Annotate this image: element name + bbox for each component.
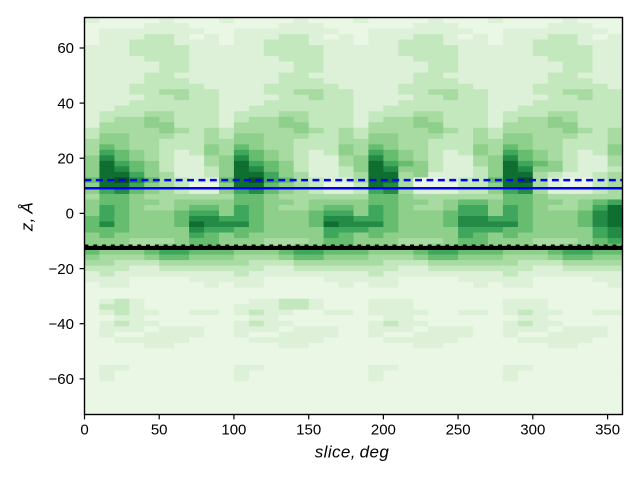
svg-text:−20: −20 <box>49 261 74 278</box>
svg-text:slice, deg: slice, deg <box>315 443 390 462</box>
svg-text:250: 250 <box>446 421 471 438</box>
svg-text:150: 150 <box>296 421 321 438</box>
svg-text:−40: −40 <box>49 316 74 333</box>
svg-text:350: 350 <box>595 421 620 438</box>
svg-text:100: 100 <box>221 421 246 438</box>
svg-text:300: 300 <box>520 421 545 438</box>
svg-text:−60: −60 <box>49 371 74 388</box>
svg-text:60: 60 <box>57 40 74 57</box>
svg-text:200: 200 <box>371 421 396 438</box>
svg-text:50: 50 <box>151 421 168 438</box>
svg-text:20: 20 <box>57 150 74 167</box>
svg-text:0: 0 <box>66 206 74 223</box>
svg-text:0: 0 <box>80 421 88 438</box>
svg-text:z, Å: z, Å <box>18 202 37 233</box>
svg-text:40: 40 <box>57 95 74 112</box>
